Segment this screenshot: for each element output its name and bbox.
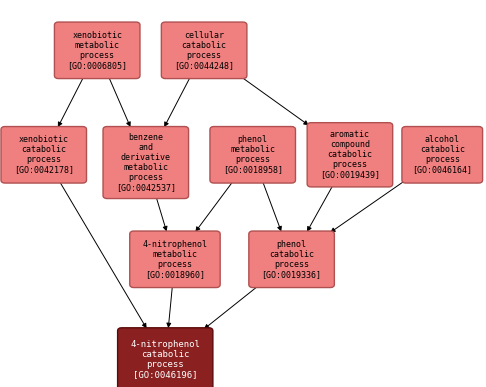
FancyBboxPatch shape [307,123,393,187]
Text: aromatic
compound
catabolic
process
[GO:0019439]: aromatic compound catabolic process [GO:… [320,130,380,180]
FancyBboxPatch shape [161,22,247,79]
Text: xenobiotic
metabolic
process
[GO:0006805]: xenobiotic metabolic process [GO:0006805… [67,31,127,70]
FancyBboxPatch shape [402,127,483,183]
Text: xenobiotic
catabolic
process
[GO:0042178]: xenobiotic catabolic process [GO:0042178… [14,135,74,175]
FancyBboxPatch shape [118,328,213,387]
Text: phenol
metabolic
process
[GO:0018958]: phenol metabolic process [GO:0018958] [223,135,283,175]
FancyBboxPatch shape [103,127,189,199]
FancyBboxPatch shape [1,127,87,183]
Text: 4-nitrophenol
catabolic
process
[GO:0046196]: 4-nitrophenol catabolic process [GO:0046… [130,340,200,380]
Text: 4-nitrophenol
metabolic
process
[GO:0018960]: 4-nitrophenol metabolic process [GO:0018… [142,240,208,279]
Text: alcohol
catabolic
process
[GO:0046164]: alcohol catabolic process [GO:0046164] [412,135,472,175]
FancyBboxPatch shape [130,231,220,288]
Text: cellular
catabolic
process
[GO:0044248]: cellular catabolic process [GO:0044248] [174,31,234,70]
FancyBboxPatch shape [54,22,140,79]
FancyBboxPatch shape [249,231,334,288]
Text: phenol
catabolic
process
[GO:0019336]: phenol catabolic process [GO:0019336] [261,240,322,279]
FancyBboxPatch shape [210,127,295,183]
Text: benzene
and
derivative
metabolic
process
[GO:0042537]: benzene and derivative metabolic process… [116,133,176,192]
